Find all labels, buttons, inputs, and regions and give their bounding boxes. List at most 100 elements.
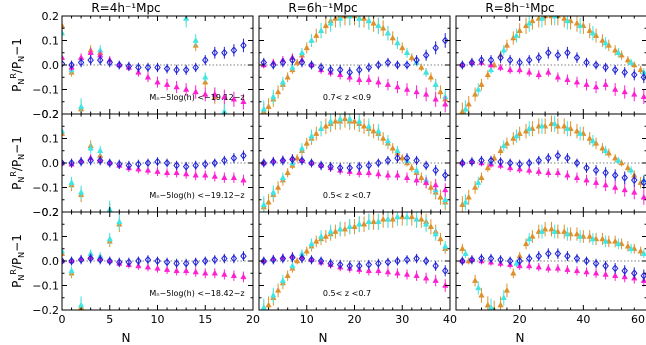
cyan-point (192, 36, 199, 43)
cyan-point (462, 250, 469, 256)
magenta-point (413, 88, 420, 95)
blue-point (202, 56, 209, 65)
y-tick-label: 0.0 (42, 157, 60, 170)
magenta-point (554, 73, 561, 80)
cyan-point (270, 93, 277, 100)
blue-point (62, 159, 66, 167)
y-tick-label: 0.2 (42, 10, 60, 23)
blue-point (77, 157, 85, 166)
x-tick-label: 40 (576, 313, 590, 326)
cyan-point (97, 147, 104, 153)
cyan-point (375, 218, 382, 225)
cyan-point (602, 39, 609, 46)
data-points (459, 16, 646, 114)
blue-point (211, 255, 219, 264)
cyan-point (403, 49, 411, 55)
y-tick-label: −0.2 (32, 304, 59, 317)
y-tick-label: 0.1 (42, 133, 60, 146)
x-tick-label: 30 (395, 313, 409, 326)
magenta-point (602, 181, 609, 188)
blue-point (554, 249, 562, 258)
orange-point (484, 71, 491, 78)
blue-point (336, 65, 344, 74)
orange-point (516, 130, 523, 136)
blue-point (260, 58, 268, 67)
orange-point (313, 237, 320, 244)
blue-point (621, 266, 628, 275)
cyan-point (270, 291, 277, 298)
cyan-point (87, 144, 94, 151)
magenta-point (592, 179, 600, 185)
magenta-point (394, 83, 401, 90)
magenta-point (592, 269, 600, 276)
orange-point (624, 242, 632, 249)
cyan-point (627, 59, 635, 65)
magenta-point (221, 270, 228, 277)
blue-point (432, 261, 439, 270)
cyan-point (77, 301, 85, 308)
orange-point (274, 88, 282, 95)
blue-point (403, 255, 411, 264)
blue-point (506, 56, 514, 65)
cyan-point (308, 36, 315, 43)
magenta-point (423, 90, 430, 97)
blue-point (144, 159, 152, 167)
cyan-point (375, 22, 382, 29)
blue-point (163, 64, 171, 73)
blue-point (422, 161, 430, 170)
cyan-point (327, 19, 334, 26)
blue-point (260, 257, 268, 265)
magenta-point (173, 83, 180, 90)
orange-point (503, 286, 511, 293)
y-tick-label: −0.2 (32, 108, 59, 121)
cyan-point (68, 267, 75, 274)
blue-point (573, 53, 581, 62)
orange-point (529, 17, 536, 24)
cyan-point (577, 130, 584, 136)
magenta-point (183, 267, 190, 274)
blue-point (516, 257, 523, 265)
data-points (260, 16, 449, 114)
cyan-point (270, 188, 277, 195)
cyan-point (317, 125, 325, 131)
orange-point (370, 218, 377, 225)
magenta-point (423, 179, 430, 185)
blue-point (487, 156, 495, 165)
blue-point (375, 259, 382, 268)
magenta-point (640, 93, 646, 100)
orange-point (332, 228, 339, 234)
magenta-point (163, 81, 171, 87)
blue-point (384, 156, 392, 165)
orange-point (437, 193, 444, 200)
magenta-point (612, 85, 619, 92)
orange-point (360, 220, 368, 227)
blue-point (221, 156, 228, 165)
orange-point (497, 147, 504, 153)
magenta-point (403, 270, 411, 277)
blue-point (77, 255, 85, 264)
blue-point (279, 58, 287, 67)
blue-point (173, 161, 180, 170)
magnitude-cut-label: Mₙ−5log(h) <−19.12−z (149, 191, 244, 200)
orange-point (459, 245, 466, 251)
orange-point (573, 127, 581, 134)
blue-point (106, 159, 113, 167)
blue-point (308, 255, 315, 264)
data-points (459, 221, 646, 310)
magenta-point (87, 49, 94, 55)
blue-point (403, 61, 411, 69)
cyan-point (298, 144, 306, 151)
cyan-point (260, 201, 267, 207)
blue-point (135, 160, 142, 169)
orange-point (322, 122, 329, 129)
blue-point (327, 65, 334, 74)
x-axis-labels: N N N (122, 331, 525, 345)
blue-point (384, 58, 392, 67)
blue-point (365, 63, 373, 72)
y-axis-label-row0: PNR/PN−1 (9, 38, 26, 92)
orange-point (612, 154, 619, 161)
x-tick-label: 20 (246, 313, 260, 326)
blue-point (535, 156, 543, 165)
orange-point (313, 130, 320, 136)
magenta-point (432, 181, 439, 188)
